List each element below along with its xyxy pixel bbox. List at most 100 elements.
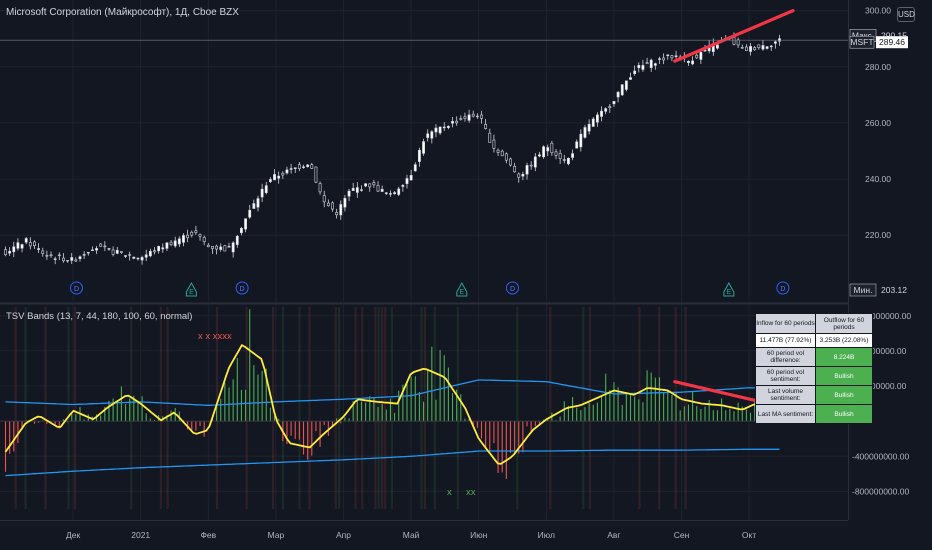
price-trendline xyxy=(673,9,795,63)
tsv-ma-line xyxy=(4,344,780,465)
earnings-marker: E xyxy=(456,281,468,297)
candle xyxy=(562,159,566,161)
candle xyxy=(716,44,719,49)
candle xyxy=(409,175,413,181)
candle xyxy=(124,255,127,257)
candle xyxy=(355,187,359,193)
candle xyxy=(583,127,587,138)
candle xyxy=(645,62,649,65)
candle xyxy=(347,190,351,197)
candle xyxy=(107,248,111,250)
dividend-marker-shape xyxy=(776,281,790,295)
candle xyxy=(467,114,471,121)
earnings-marker: E xyxy=(185,281,197,297)
inflow-value: 11.477B (77.92%) xyxy=(755,333,816,348)
candle xyxy=(372,182,376,186)
last-volume-value: Bullish xyxy=(815,385,873,405)
candle xyxy=(144,254,148,258)
vol-difference-label: 60 period vol difference: xyxy=(755,347,816,367)
candle xyxy=(190,231,194,236)
volume-stripe xyxy=(390,307,393,509)
candle xyxy=(749,46,752,52)
event-marker-label: D xyxy=(74,286,79,293)
volume-stripe xyxy=(588,307,591,509)
candle xyxy=(769,45,773,48)
candle xyxy=(177,238,181,245)
candle xyxy=(620,84,624,96)
last-ma-value: Bullish xyxy=(815,404,873,424)
candle xyxy=(745,46,748,51)
candle xyxy=(658,58,661,60)
vol-sentiment-value: Bullish xyxy=(815,366,873,386)
volume-stripe xyxy=(684,307,687,509)
time-axis: Дек 2021 Фев Мар Апр Май Июн Июл Авг Сен Окт xyxy=(66,530,756,540)
volume-stripe xyxy=(67,307,70,509)
candle xyxy=(82,254,86,256)
grid xyxy=(0,0,848,520)
candle xyxy=(674,55,678,57)
candle xyxy=(525,165,529,175)
candle xyxy=(397,188,401,195)
candle xyxy=(579,133,583,148)
candle xyxy=(165,242,169,249)
candle xyxy=(66,260,69,262)
candle xyxy=(521,174,525,177)
indicator-tick-label: 800000000.00 xyxy=(852,346,907,356)
last-value-bg xyxy=(876,36,908,49)
volume-stripe xyxy=(516,307,519,509)
volume-stripe xyxy=(334,307,337,509)
time-label: Апр xyxy=(336,530,351,540)
candle xyxy=(401,185,405,187)
candle xyxy=(438,126,442,134)
candle xyxy=(393,192,396,195)
earnings-marker-shape xyxy=(185,281,197,297)
event-marker-label: E xyxy=(459,289,464,296)
sell-signal-markers: x x xxxx xyxy=(198,331,232,342)
candle xyxy=(757,44,761,49)
candle xyxy=(115,250,119,254)
event-marker-label: E xyxy=(726,289,731,296)
candle xyxy=(575,141,579,149)
volume-stripe xyxy=(638,307,641,509)
candle xyxy=(513,165,517,173)
candle xyxy=(736,39,740,46)
candle xyxy=(492,139,496,149)
candle xyxy=(529,164,533,167)
candle xyxy=(418,149,421,162)
candle xyxy=(235,235,239,245)
earnings-marker-shape xyxy=(456,281,468,297)
candle xyxy=(293,167,297,169)
volume-stripe xyxy=(433,307,436,509)
tsv-stats-table: Inflow for 60 periods Outflow for 60 per… xyxy=(755,313,873,424)
time-label: Окт xyxy=(742,530,756,540)
candle xyxy=(211,246,214,249)
time-label: 2021 xyxy=(131,530,150,540)
time-label: Фев xyxy=(200,530,216,540)
candle xyxy=(451,121,454,124)
candle xyxy=(206,244,210,248)
time-label: Мар xyxy=(268,530,285,540)
candle xyxy=(471,113,475,117)
candle xyxy=(376,184,380,192)
candle xyxy=(16,242,20,249)
candle xyxy=(434,127,438,133)
candle xyxy=(161,247,165,250)
candle xyxy=(132,256,136,259)
candle xyxy=(703,50,707,52)
candle xyxy=(289,168,293,170)
vol-sentiment-label: 60 period vol sentiment: xyxy=(755,366,816,386)
lower-band-line xyxy=(5,448,780,477)
volume-stripe xyxy=(338,307,341,509)
candle xyxy=(269,179,272,182)
candle xyxy=(612,101,616,105)
candle xyxy=(604,108,608,112)
candle xyxy=(740,47,744,49)
buy-signal-markers: xx xyxy=(466,487,476,498)
candle xyxy=(99,243,103,247)
candle xyxy=(169,241,173,246)
last-volume-label: Last volume sentiment: xyxy=(755,385,816,405)
vol-difference-value: 8.224B xyxy=(815,347,873,367)
candle xyxy=(227,246,231,248)
currency-button[interactable]: USD xyxy=(897,7,915,22)
